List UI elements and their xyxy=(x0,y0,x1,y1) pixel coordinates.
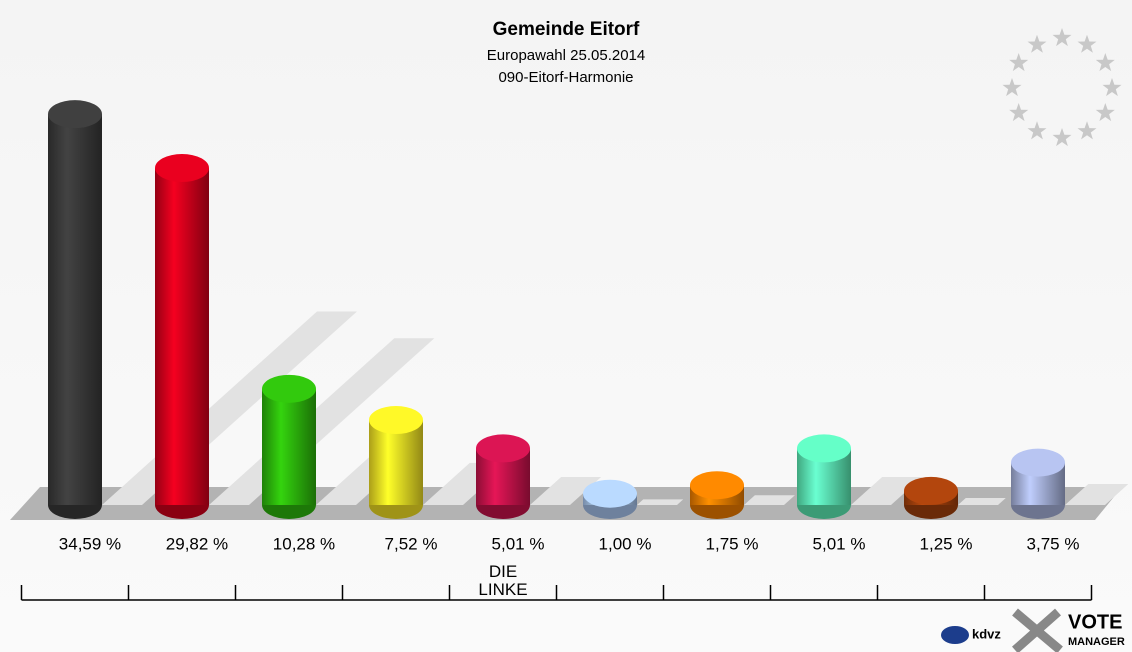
bar-top xyxy=(476,434,530,463)
bar xyxy=(48,114,102,506)
value-label: 10,28 % xyxy=(273,534,335,553)
bar xyxy=(155,168,209,505)
bar-shadow xyxy=(530,476,602,505)
value-label: 1,25 % xyxy=(920,534,973,553)
logo-text: kdvz xyxy=(972,626,1001,641)
star xyxy=(1052,28,1072,47)
logo-x xyxy=(1012,608,1063,652)
value-label: 1,75 % xyxy=(706,534,759,553)
eu-stars xyxy=(1002,28,1122,147)
bar-top xyxy=(904,476,958,505)
bar-shadow xyxy=(1065,484,1129,505)
bar-top xyxy=(155,154,209,183)
star xyxy=(1009,103,1029,122)
logo: kdvz VOTE MANAGER xyxy=(941,608,1125,652)
star xyxy=(1077,121,1097,140)
bar-top xyxy=(48,100,102,129)
star xyxy=(1027,34,1047,53)
value-label: 5,01 % xyxy=(813,534,866,553)
value-label: 1,00 % xyxy=(599,534,652,553)
star xyxy=(1052,128,1072,147)
value-label: 7,52 % xyxy=(385,534,438,553)
x-tick-label: DIE LINKE xyxy=(478,562,527,599)
value-label: 3,75 % xyxy=(1027,534,1080,553)
bar-top xyxy=(369,406,423,435)
star xyxy=(1095,53,1115,72)
star xyxy=(1077,34,1097,53)
chart-title: Gemeinde Eitorf xyxy=(493,19,640,40)
star xyxy=(1009,53,1029,72)
bar xyxy=(262,388,316,505)
bar-shadow xyxy=(637,499,684,505)
bar-top xyxy=(1011,448,1065,477)
chart-subtitle: 090-Eitorf-Harmonie xyxy=(498,69,633,86)
logo-text: MANAGER xyxy=(1068,636,1125,648)
star xyxy=(1002,78,1022,97)
chart-subtitle: Europawahl 25.05.2014 xyxy=(487,47,645,64)
value-label: 29,82 % xyxy=(166,534,228,553)
logo-text: VOTE xyxy=(1068,611,1122,633)
bar-top xyxy=(797,434,851,463)
value-label: 5,01 % xyxy=(492,534,545,553)
bar-top xyxy=(262,374,316,403)
star xyxy=(1027,121,1047,140)
logo-mark xyxy=(941,626,969,644)
bar-top xyxy=(583,479,637,508)
bar-shadow xyxy=(744,495,795,505)
bar-shadow xyxy=(851,476,923,505)
star xyxy=(1102,78,1122,97)
value-label: 34,59 % xyxy=(59,534,121,553)
bar xyxy=(369,420,423,505)
bar-top xyxy=(690,471,744,500)
bar-shadow xyxy=(958,498,1006,505)
bars: 34,59 % 29,82 % 10,28 % 7,52 % 5,01 % DIE LINK… xyxy=(20,100,1129,601)
star xyxy=(1095,103,1115,122)
